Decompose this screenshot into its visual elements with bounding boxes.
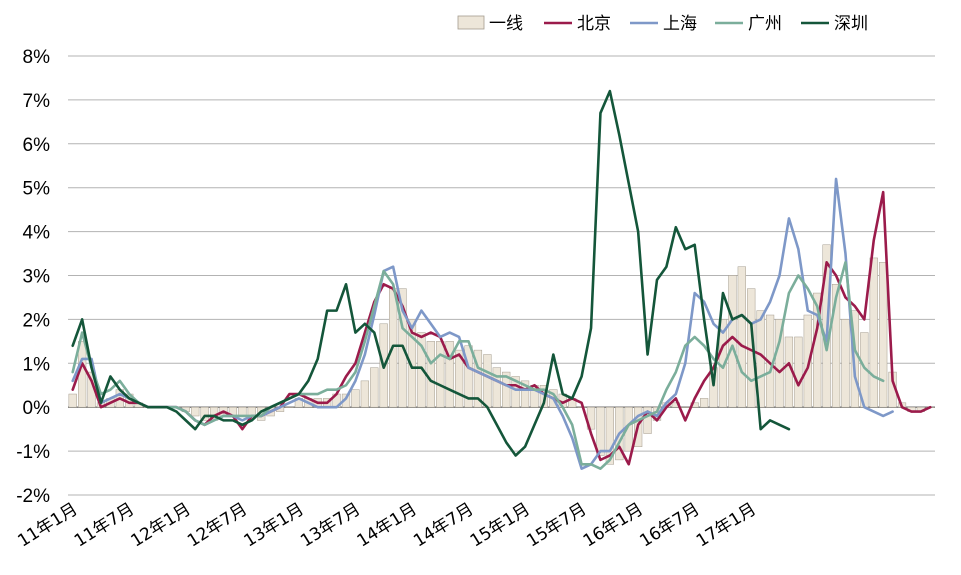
y-tick-label: 8% — [23, 47, 51, 68]
y-tick-label: 3% — [23, 267, 51, 288]
bar-yixian — [473, 349, 483, 408]
bar-yixian — [483, 354, 492, 408]
bar-yixian — [869, 257, 878, 408]
legend-item: 一线 — [457, 14, 523, 34]
bar-yixian — [841, 319, 850, 408]
x-tick-label: 17年1月 — [693, 499, 760, 551]
x-tick-label: 13年7月 — [297, 499, 364, 551]
bar-yixian — [737, 266, 746, 408]
y-tick-label: -1% — [16, 442, 50, 463]
bar-yixian — [200, 406, 209, 421]
legend-item: 上海 — [630, 14, 697, 34]
bar-layer — [68, 244, 935, 465]
legend-item: 北京 — [544, 14, 611, 34]
legend-label: 广州 — [748, 14, 782, 34]
y-tick-label: 7% — [23, 91, 51, 112]
bar-yixian — [511, 376, 520, 408]
x-tick-label: 16年7月 — [636, 499, 703, 551]
bar-yixian — [68, 393, 77, 408]
bar-yixian — [813, 292, 822, 408]
bar-yixian — [454, 349, 464, 408]
legend-label: 一线 — [489, 14, 523, 34]
bar-yixian — [285, 406, 294, 408]
x-tick-label: 15年7月 — [523, 499, 590, 551]
bar-yixian — [407, 319, 417, 408]
legend-label: 北京 — [577, 14, 611, 34]
y-tick-label: 6% — [23, 135, 51, 156]
bar-yixian — [464, 345, 473, 408]
axis-layer: -2%-1%0%1%2%3%4%5%6%7%8%11年1月11年7月12年1月1… — [14, 47, 759, 551]
x-tick-label: 13年1月 — [241, 499, 308, 551]
y-tick-label: 0% — [23, 398, 51, 419]
legend-swatch — [457, 15, 485, 30]
grid-layer — [68, 55, 935, 496]
y-tick-label: 4% — [23, 223, 51, 244]
bar-yixian — [681, 406, 690, 408]
x-tick-label: 15年1月 — [467, 499, 534, 551]
bar-yixian — [351, 389, 360, 408]
bar-yixian — [794, 336, 803, 408]
x-tick-label: 11年7月 — [71, 499, 138, 551]
y-tick-label: 5% — [23, 179, 51, 200]
x-tick-label: 16年1月 — [580, 499, 647, 551]
legend-label: 上海 — [663, 14, 697, 34]
bar-yixian — [700, 398, 709, 408]
bar-yixian — [803, 314, 812, 408]
bar-yixian — [831, 284, 841, 408]
bar-yixian — [238, 406, 247, 417]
legend-label: 深圳 — [834, 14, 868, 34]
bar-yixian — [445, 341, 454, 408]
line-guangzhou — [71, 261, 885, 470]
x-tick-label: 12年7月 — [184, 499, 251, 551]
bar-yixian — [426, 341, 435, 408]
x-tick-label: 11年1月 — [14, 499, 81, 551]
bar-yixian — [520, 380, 530, 408]
bar-yixian — [360, 380, 369, 408]
y-tick-label: -2% — [16, 486, 50, 507]
bar-yixian — [247, 406, 256, 417]
legend-item: 广州 — [715, 14, 782, 34]
legend: 一线 北京 上海 广州 深圳 — [457, 14, 868, 34]
bar-yixian — [370, 367, 379, 408]
y-tick-label: 1% — [23, 354, 51, 375]
bar-yixian — [728, 275, 737, 408]
y-tick-label: 2% — [23, 310, 51, 331]
bar-yixian — [605, 406, 614, 465]
legend-item: 深圳 — [801, 14, 868, 34]
bar-yixian — [643, 406, 652, 434]
line-layer — [71, 89, 932, 470]
bar-yixian — [191, 406, 200, 417]
bar-yixian — [502, 371, 511, 408]
x-tick-label: 12年1月 — [127, 499, 194, 551]
x-tick-label: 14年7月 — [410, 499, 477, 551]
bar-yixian — [879, 262, 888, 408]
bar-yixian — [596, 406, 605, 456]
bar-yixian — [436, 341, 445, 408]
x-tick-label: 14年1月 — [354, 499, 421, 551]
line-shenzhen — [71, 89, 791, 457]
bar-yixian — [775, 319, 784, 408]
bar-yixian — [492, 367, 501, 408]
